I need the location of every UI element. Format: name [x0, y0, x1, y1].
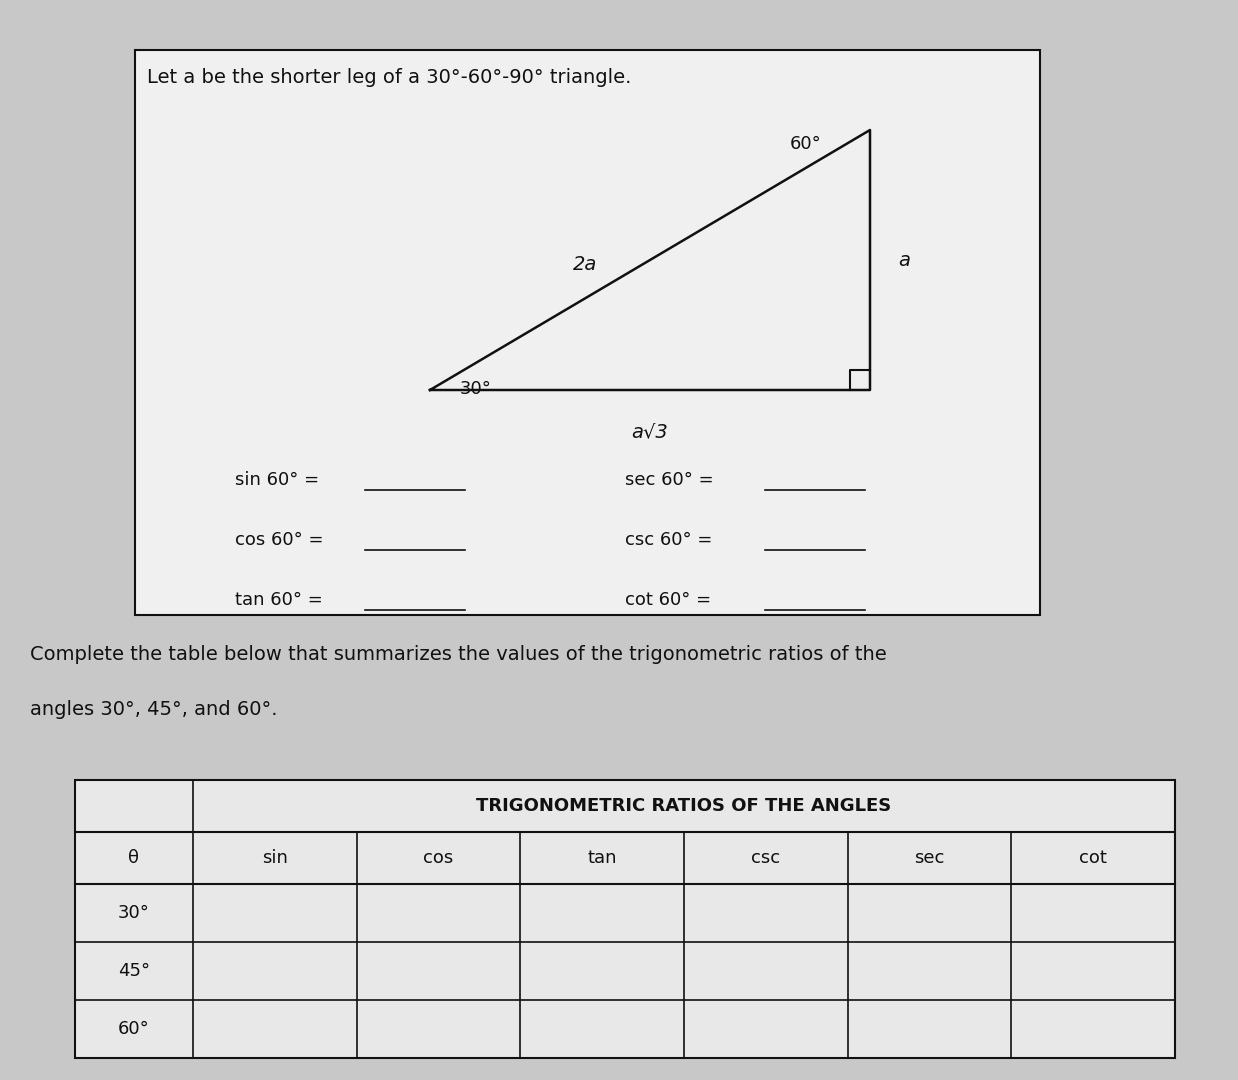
Text: a: a: [898, 251, 910, 270]
Text: 2a: 2a: [573, 256, 597, 274]
Text: 60°: 60°: [118, 1020, 150, 1038]
Text: a√3: a√3: [631, 422, 669, 442]
Text: TRIGONOMETRIC RATIOS OF THE ANGLES: TRIGONOMETRIC RATIOS OF THE ANGLES: [477, 797, 891, 815]
Text: sin: sin: [261, 849, 287, 867]
Text: tan: tan: [587, 849, 617, 867]
Text: 45°: 45°: [118, 962, 150, 980]
Text: tan 60° =: tan 60° =: [235, 591, 323, 609]
Text: 30°: 30°: [461, 380, 491, 399]
Text: cot: cot: [1080, 849, 1107, 867]
Text: cos 60° =: cos 60° =: [235, 531, 323, 549]
Text: cos: cos: [423, 849, 453, 867]
Text: angles 30°, 45°, and 60°.: angles 30°, 45°, and 60°.: [30, 700, 277, 719]
Bar: [76, 780, 1175, 1058]
Text: csc: csc: [751, 849, 780, 867]
Text: csc 60° =: csc 60° =: [625, 531, 712, 549]
Text: 60°: 60°: [790, 135, 822, 153]
Text: cot 60° =: cot 60° =: [625, 591, 711, 609]
Text: 30°: 30°: [118, 904, 150, 922]
Text: Complete the table below that summarizes the values of the trigonometric ratios : Complete the table below that summarizes…: [30, 645, 886, 664]
Bar: [135, 50, 1040, 615]
Text: sec 60° =: sec 60° =: [625, 471, 713, 489]
Text: sec: sec: [915, 849, 945, 867]
Text: sin 60° =: sin 60° =: [235, 471, 319, 489]
Text: θ: θ: [129, 849, 140, 867]
Text: Let a be the shorter leg of a 30°-60°-90° triangle.: Let a be the shorter leg of a 30°-60°-90…: [147, 68, 631, 87]
